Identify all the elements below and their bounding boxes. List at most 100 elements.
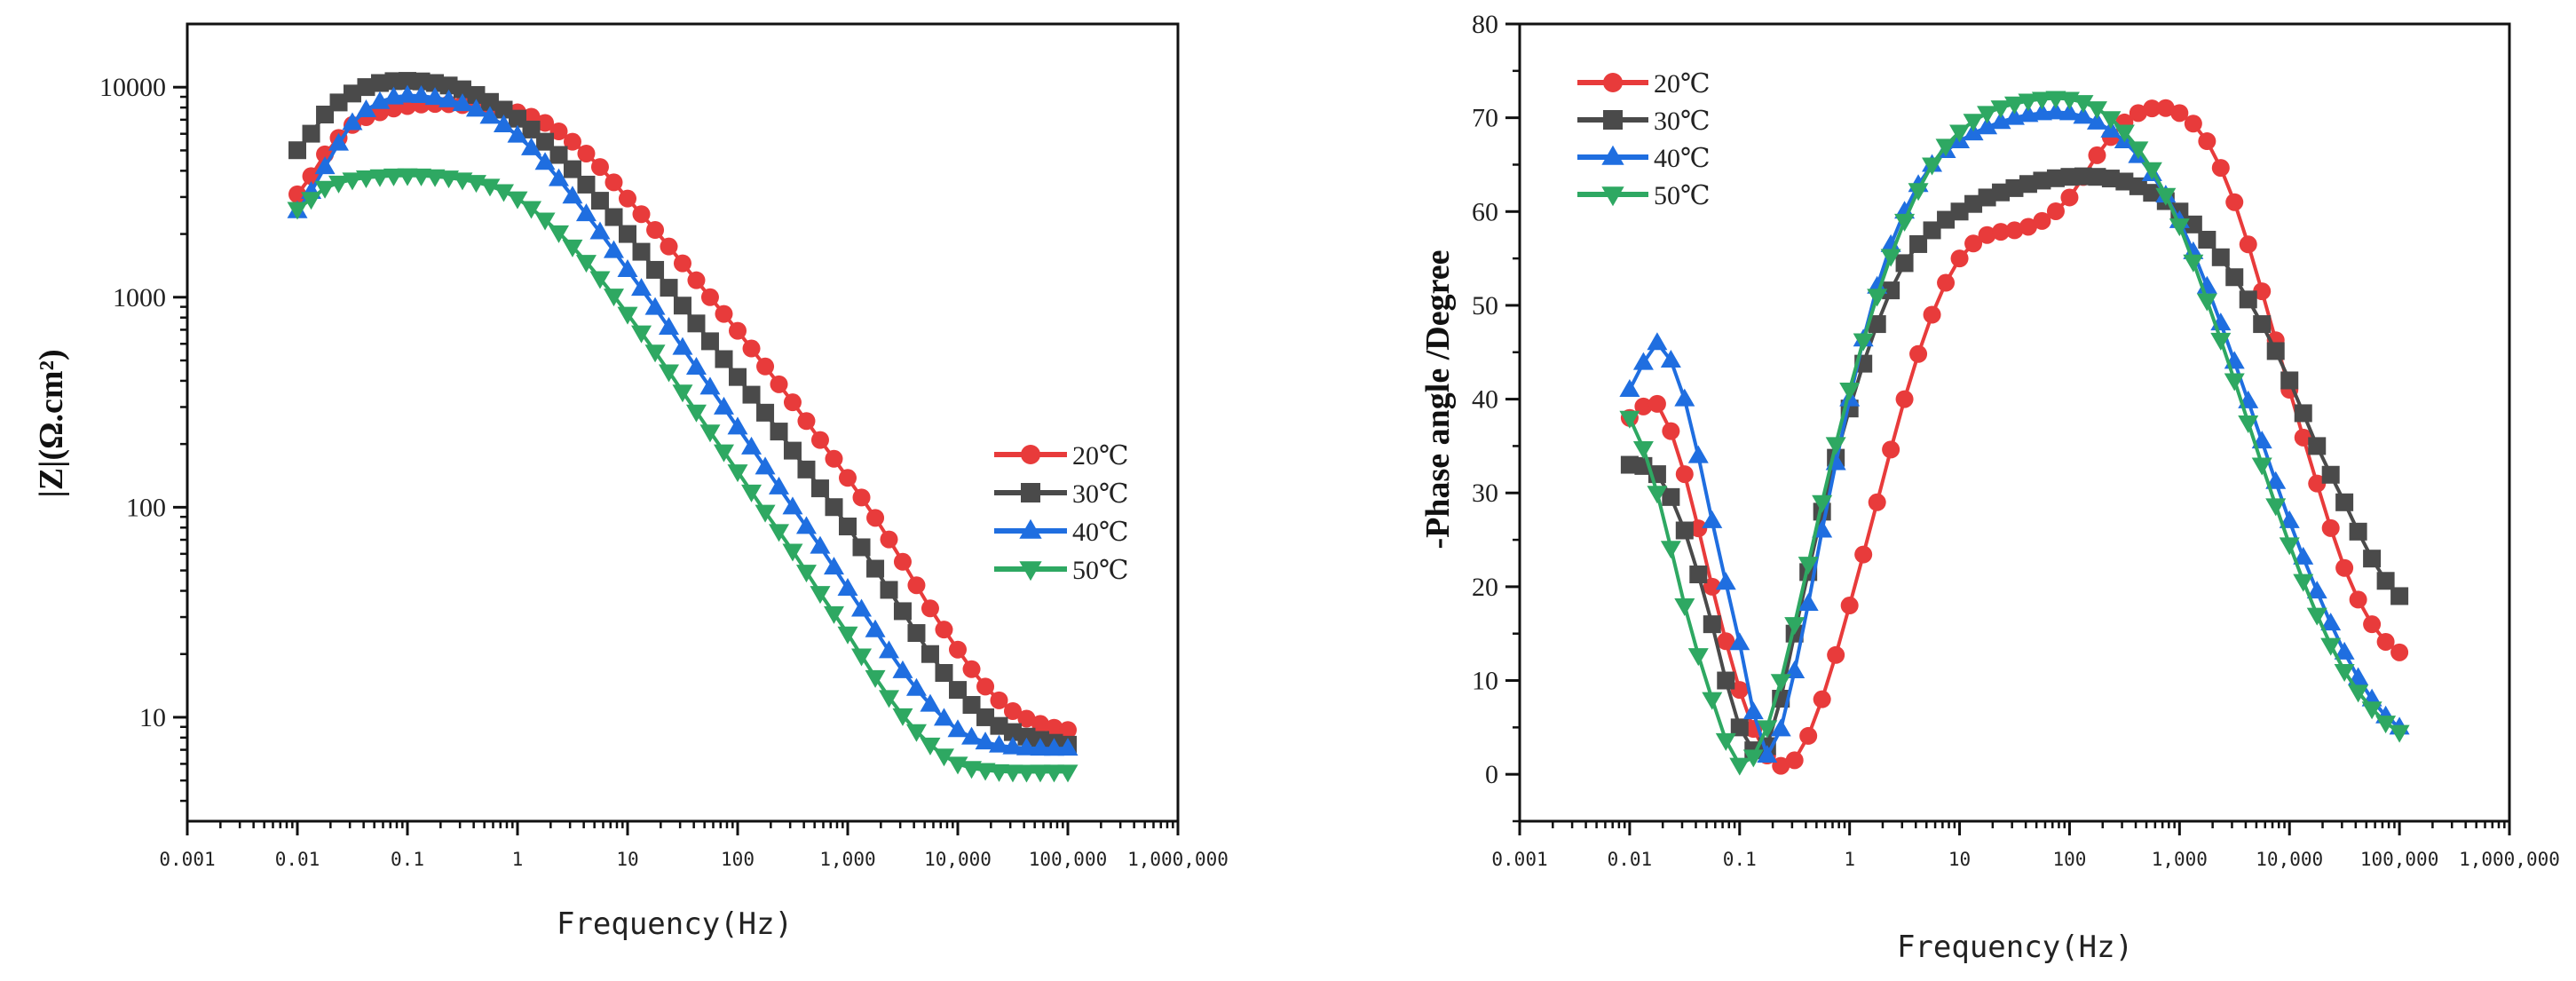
data-point-triangle-up [2320, 613, 2342, 631]
data-point-triangle-up [328, 132, 350, 151]
data-point-square [2308, 437, 2327, 455]
data-point-square [399, 72, 416, 91]
data-point-square [2019, 175, 2037, 194]
data-point-square [577, 175, 596, 194]
data-point-circle [935, 621, 953, 639]
data-point-circle [742, 339, 761, 358]
data-point-square [825, 498, 843, 517]
x-tick-label: 1,000 [2152, 849, 2208, 870]
data-point-square [742, 385, 761, 404]
data-point-triangle-up [2073, 106, 2094, 124]
data-point-triangle-down [2031, 91, 2052, 110]
x-tick-label: 1 [1844, 849, 1855, 870]
data-point-square [770, 423, 788, 441]
legend-marker-icon [1019, 561, 1042, 581]
data-point-triangle-down [2210, 332, 2232, 351]
x-tick-label: 1 [512, 849, 524, 870]
data-point-triangle-up [1647, 332, 1668, 351]
data-point-circle [2363, 615, 2382, 634]
data-point-square [2033, 171, 2051, 190]
data-point-triangle-down [1977, 106, 1998, 124]
series-line [1628, 110, 2401, 761]
x-tick-label: 10 [616, 849, 638, 870]
data-point-square [412, 72, 431, 91]
legend-label: 50℃ [1072, 556, 1129, 585]
data-point-triangle-down [1043, 764, 1064, 783]
data-point-square [2101, 170, 2120, 188]
data-point-square [976, 708, 995, 726]
data-point-triangle-up [314, 156, 336, 175]
data-point-triangle-down [1963, 114, 1984, 132]
data-point-circle [756, 357, 775, 376]
data-point-circle [1950, 249, 1969, 268]
data-point-square [536, 132, 555, 151]
legend-item-20C: 20℃ [994, 441, 1129, 471]
data-point-triangle-down [1632, 441, 1654, 460]
data-point-circle [1827, 645, 1845, 664]
legend-marker-icon [1601, 145, 1624, 165]
data-point-circle [2376, 632, 2395, 651]
data-point-triangle-up [411, 84, 432, 103]
legend-marker-icon [1021, 445, 1040, 464]
data-point-square [1937, 210, 1956, 229]
data-point-square [660, 279, 678, 297]
data-point-circle [536, 114, 555, 132]
data-point-circle [1895, 390, 1914, 408]
data-point-triangle-down [2114, 124, 2135, 143]
data-point-triangle-up [823, 557, 844, 575]
data-point-triangle-down [2169, 218, 2190, 237]
data-point-square [1689, 566, 1708, 584]
data-point-triangle-up [892, 660, 913, 678]
y-tick-label: 10000 [99, 73, 166, 102]
data-point-square [343, 84, 361, 103]
data-point-triangle-up [672, 336, 693, 355]
data-point-square [302, 124, 320, 143]
data-point-circle [673, 254, 691, 273]
y-tick-label: 10 [139, 703, 166, 732]
data-point-square [1909, 234, 1928, 253]
data-point-triangle-down [713, 444, 734, 463]
data-point-triangle-down [1949, 124, 1971, 143]
data-point-triangle-down [1002, 764, 1023, 783]
data-point-square [632, 242, 651, 261]
data-point-triangle-up [727, 416, 748, 435]
data-point-circle [577, 144, 596, 162]
data-point-circle [1045, 718, 1063, 737]
data-point-triangle-down [644, 344, 666, 363]
data-point-triangle-down [2375, 716, 2397, 734]
data-point-circle [1662, 422, 1680, 440]
x-tick-label: 100 [721, 849, 755, 870]
data-point-triangle-down [287, 202, 308, 220]
legend-marker-icon [1603, 73, 1623, 92]
data-point-triangle-up [659, 317, 680, 336]
x-tick-label: 100 [2052, 849, 2086, 870]
data-point-triangle-down [2320, 637, 2342, 656]
data-point-triangle-down [892, 708, 913, 726]
data-point-triangle-down [493, 184, 514, 202]
data-point-triangle-up [1715, 572, 1736, 590]
data-point-triangle-down [685, 404, 707, 423]
data-point-triangle-down [2306, 607, 2327, 626]
data-point-circle [687, 271, 706, 289]
data-point-square [2088, 168, 2106, 186]
data-point-triangle-up [782, 496, 803, 515]
data-point-square [935, 663, 953, 682]
data-point-triangle-up [920, 693, 941, 712]
data-point-circle [1717, 632, 1735, 651]
data-point-triangle-up [452, 93, 473, 112]
data-point-triangle-down [2361, 701, 2382, 720]
legend-item-20C: 20℃ [1577, 69, 1711, 99]
series-40C [287, 84, 1079, 756]
data-point-square [1620, 455, 1639, 474]
data-point-triangle-up [933, 708, 954, 726]
data-point-circle [660, 237, 678, 256]
data-point-triangle-up [1030, 738, 1051, 756]
data-point-square [2363, 550, 2382, 568]
data-point-square [426, 74, 445, 92]
data-point-triangle-down [383, 168, 404, 186]
data-point-triangle-down [479, 178, 501, 197]
data-point-square [2280, 371, 2299, 390]
data-point-square [852, 538, 871, 557]
data-point-square [839, 518, 857, 536]
data-point-triangle-down [1908, 183, 1929, 202]
